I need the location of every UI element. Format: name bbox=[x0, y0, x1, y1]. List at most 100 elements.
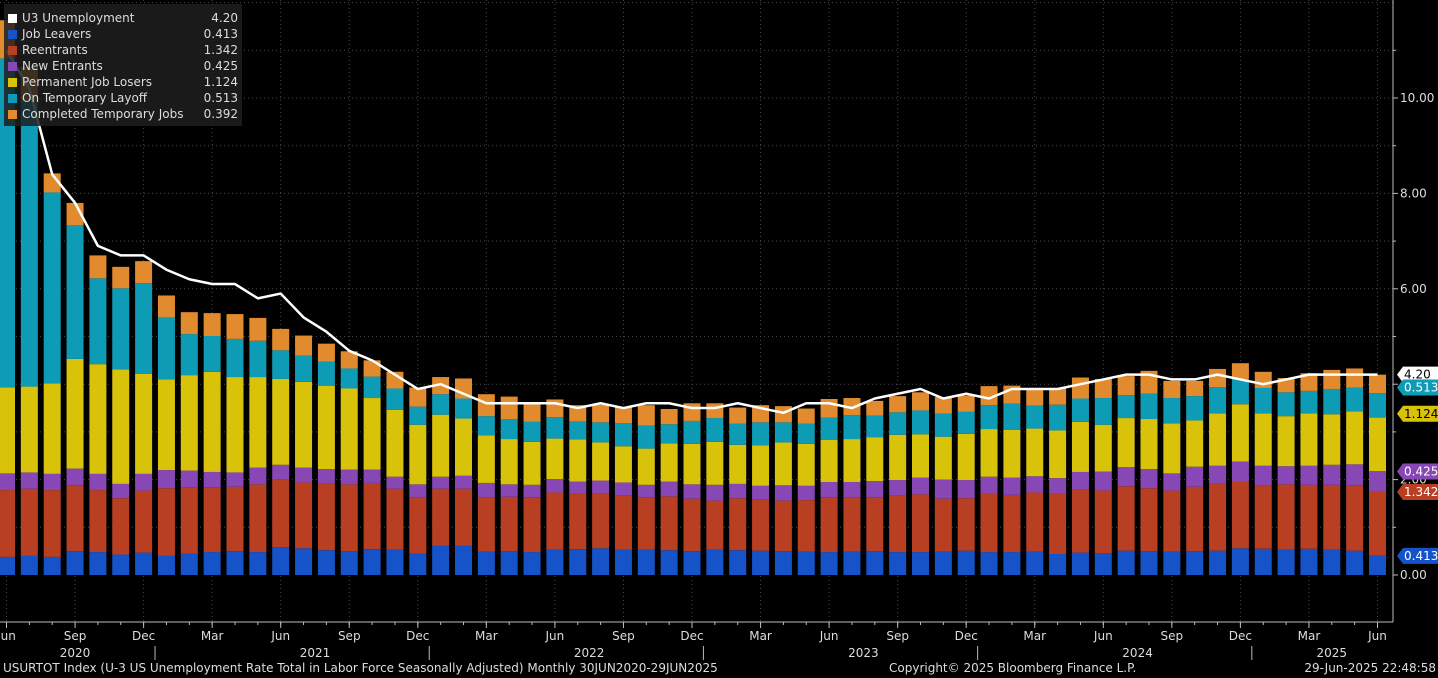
bar-segment-new-entrants bbox=[1277, 466, 1295, 485]
bar-segment-new-entrants bbox=[340, 469, 358, 485]
value-tag-bg bbox=[1397, 484, 1438, 501]
bar-segment-reentrants bbox=[363, 482, 381, 550]
bar-segment-completed-temporary-jobs bbox=[889, 396, 907, 413]
bar-segment-permanent-job-losers bbox=[889, 434, 907, 481]
bar-segment-reentrants bbox=[1277, 484, 1295, 550]
bar-segment-job-leavers bbox=[1277, 549, 1295, 575]
bar-segment-job-leavers bbox=[637, 549, 655, 575]
bar-segment-reentrants bbox=[386, 488, 404, 550]
bar-segment-permanent-job-losers bbox=[1026, 428, 1044, 477]
bar-segment-permanent-job-losers bbox=[912, 434, 929, 478]
bar-segment-completed-temporary-jobs bbox=[340, 351, 358, 369]
bar-segment-on-temporary-layoff bbox=[866, 415, 884, 438]
bar-segment-new-entrants bbox=[934, 479, 952, 499]
bar-segment-job-leavers bbox=[1369, 555, 1386, 575]
bar-segment-reentrants bbox=[1003, 494, 1021, 553]
bar-segment-new-entrants bbox=[1163, 473, 1181, 491]
bar-segment-job-leavers bbox=[1209, 550, 1227, 575]
bar-segment-job-leavers bbox=[455, 545, 472, 575]
bar-segment-permanent-job-losers bbox=[1186, 420, 1204, 467]
x-tick-label: Mar bbox=[749, 629, 772, 643]
bar-segment-permanent-job-losers bbox=[1049, 430, 1067, 479]
bar-segment-reentrants bbox=[20, 488, 38, 556]
bar-segment-completed-temporary-jobs bbox=[706, 403, 724, 419]
bar-segment-job-leavers bbox=[317, 550, 335, 575]
bar-segment-permanent-job-losers bbox=[1003, 429, 1021, 478]
bar-segment-completed-temporary-jobs bbox=[203, 313, 221, 337]
bar-segment-job-leavers bbox=[203, 552, 221, 575]
bar-segment-on-temporary-layoff bbox=[957, 411, 975, 434]
bar-segment-completed-temporary-jobs bbox=[1117, 376, 1135, 396]
x-tick-label: Mar bbox=[1023, 629, 1046, 643]
bar-segment-job-leavers bbox=[980, 552, 998, 575]
bar-segment-permanent-job-losers bbox=[934, 436, 952, 480]
bar-segment-on-temporary-layoff bbox=[797, 423, 815, 444]
bar-segment-job-leavers bbox=[569, 549, 587, 575]
bar-segment-new-entrants bbox=[820, 481, 838, 498]
value-tag-bg bbox=[1397, 405, 1438, 422]
value-tag-bg bbox=[1397, 547, 1438, 564]
bar-segment-on-temporary-layoff bbox=[180, 334, 198, 376]
bar-segment-new-entrants bbox=[112, 483, 130, 499]
bar-segment-reentrants bbox=[546, 492, 564, 550]
bar-segment-new-entrants bbox=[1254, 465, 1272, 486]
bar-segment-on-temporary-layoff bbox=[249, 340, 267, 378]
bar-segment-reentrants bbox=[592, 493, 610, 549]
bar-segment-new-entrants bbox=[1186, 466, 1204, 487]
footer-timestamp: 29-Jun-2025 22:48:58 bbox=[1304, 661, 1436, 675]
bar-segment-on-temporary-layoff bbox=[729, 423, 747, 445]
bar-segment-reentrants bbox=[180, 487, 198, 554]
bar-segment-completed-temporary-jobs bbox=[592, 404, 610, 423]
bar-segment-job-leavers bbox=[249, 552, 267, 575]
bar-segment-job-leavers bbox=[1094, 553, 1112, 575]
bar-segment-job-leavers bbox=[660, 550, 678, 575]
bar-segment-new-entrants bbox=[500, 484, 518, 497]
bar-segment-job-leavers bbox=[340, 551, 358, 575]
bar-segment-on-temporary-layoff bbox=[1300, 390, 1318, 414]
bar-segment-new-entrants bbox=[1071, 471, 1089, 490]
bar-segment-permanent-job-losers bbox=[957, 433, 975, 481]
legend-item: Job Leavers 0.413 bbox=[8, 26, 238, 42]
value-tag-label: 0.425 bbox=[1404, 464, 1438, 478]
bar-segment-job-leavers bbox=[157, 555, 175, 575]
bar-segment-on-temporary-layoff bbox=[523, 421, 541, 442]
legend-swatch bbox=[8, 45, 17, 55]
x-tick-label: Sep bbox=[886, 629, 909, 643]
bar-segment-job-leavers bbox=[866, 551, 884, 575]
bar-segment-new-entrants bbox=[432, 476, 450, 489]
bar-segment-completed-temporary-jobs bbox=[1254, 371, 1272, 389]
bar-segment-reentrants bbox=[866, 497, 884, 552]
legend-value: 1.342 bbox=[203, 43, 238, 57]
bar-segment-reentrants bbox=[1323, 484, 1341, 550]
bar-segment-permanent-job-losers bbox=[1277, 416, 1295, 467]
value-tag: 0.513 bbox=[1397, 379, 1438, 396]
x-tick-label: Sep bbox=[1161, 629, 1184, 643]
bar-segment-reentrants bbox=[752, 499, 770, 551]
bar-segment-new-entrants bbox=[1026, 476, 1044, 493]
x-tick-label: Jun bbox=[1367, 629, 1387, 643]
bar-segment-permanent-job-losers bbox=[569, 439, 587, 482]
x-tick-label: Dec bbox=[406, 629, 429, 643]
bar-segment-permanent-job-losers bbox=[1163, 423, 1181, 474]
bar-segment-permanent-job-losers bbox=[226, 377, 244, 473]
bar-segment-reentrants bbox=[1369, 491, 1386, 556]
legend-item: On Temporary Layoff 0.513 bbox=[8, 90, 238, 106]
value-tag-bg bbox=[1397, 366, 1438, 383]
bar-segment-job-leavers bbox=[432, 545, 450, 575]
bar-segment-job-leavers bbox=[363, 549, 381, 575]
bar-segment-job-leavers bbox=[1163, 551, 1181, 575]
bar-segment-completed-temporary-jobs bbox=[317, 343, 335, 362]
legend-name: Reentrants bbox=[22, 43, 88, 57]
legend-value: 0.392 bbox=[203, 107, 238, 121]
bar-segment-permanent-job-losers bbox=[0, 387, 15, 474]
legend-item: U3 Unemployment 4.20 bbox=[8, 10, 238, 26]
bar-segment-new-entrants bbox=[455, 475, 472, 489]
bar-segment-job-leavers bbox=[614, 549, 632, 575]
bar-segment-on-temporary-layoff bbox=[455, 398, 472, 419]
bar-segment-completed-temporary-jobs bbox=[1209, 368, 1227, 388]
y-tick-label: 10.00 bbox=[1400, 91, 1434, 105]
bar-segment-reentrants bbox=[1026, 492, 1044, 552]
bar-segment-on-temporary-layoff bbox=[1163, 398, 1181, 424]
bar-segment-job-leavers bbox=[477, 551, 495, 575]
bar-segment-new-entrants bbox=[1117, 467, 1135, 487]
